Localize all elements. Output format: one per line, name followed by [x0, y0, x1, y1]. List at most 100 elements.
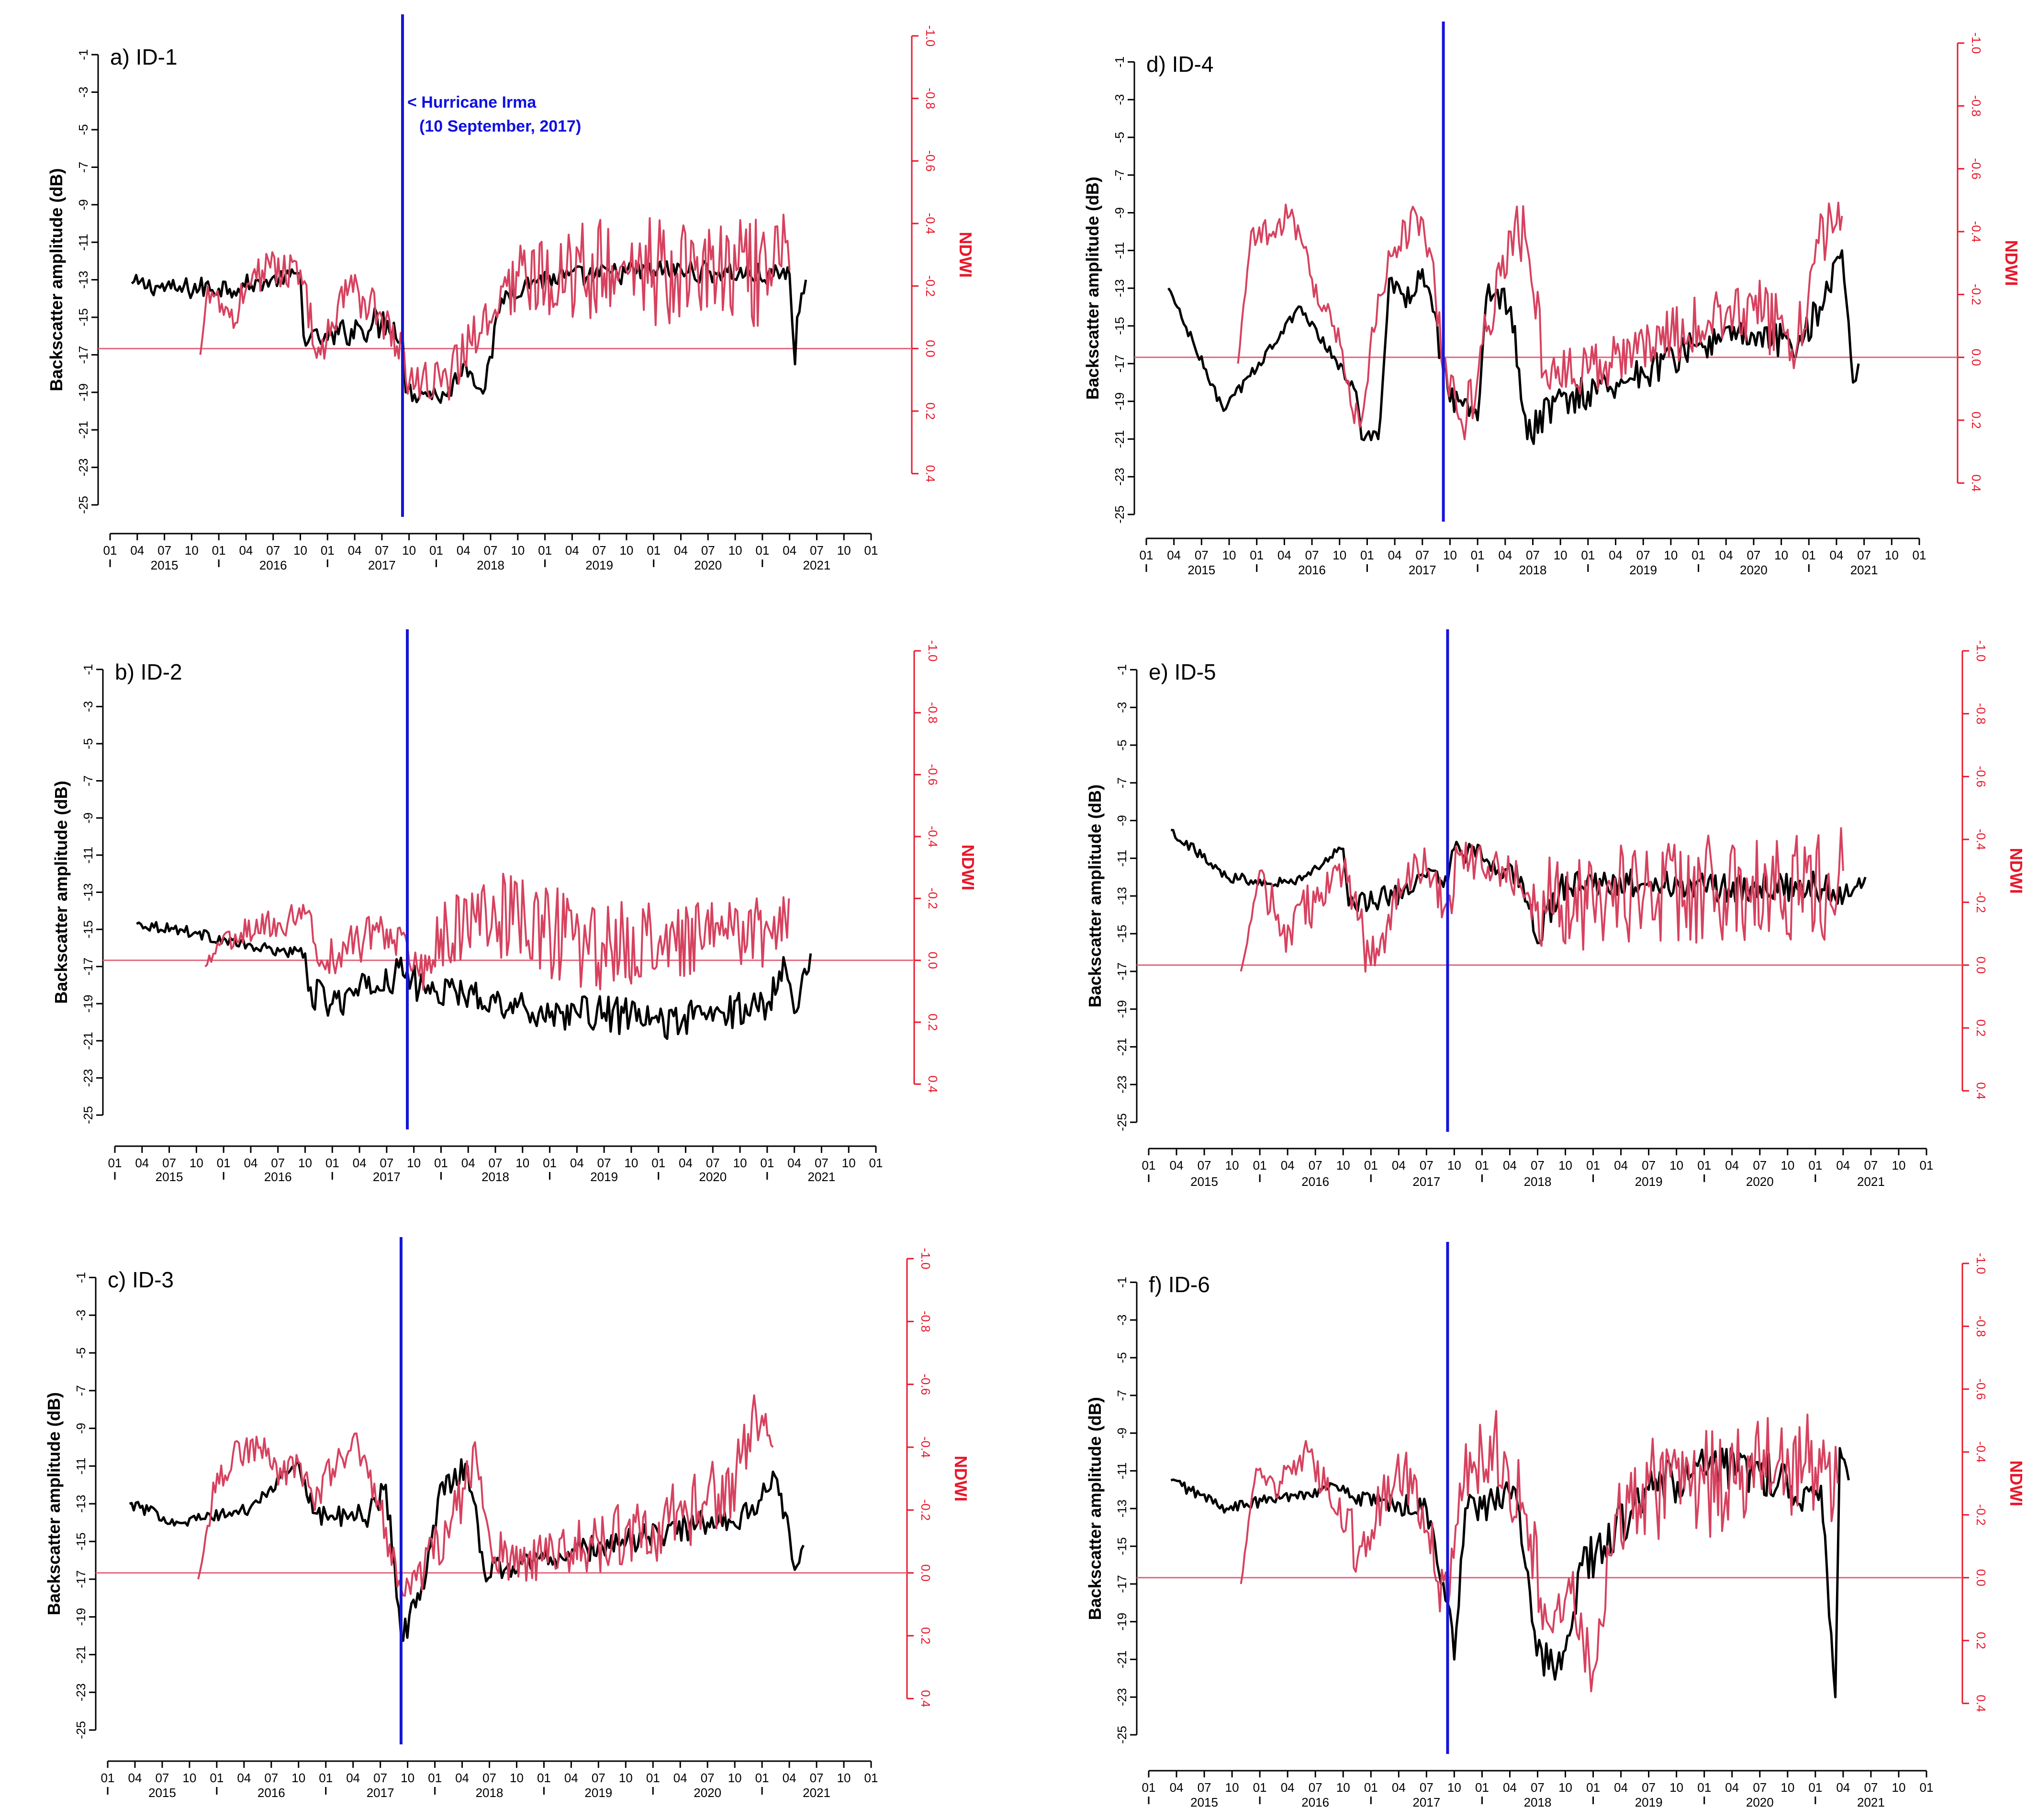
x-axis-tick-label: 07	[484, 543, 498, 558]
x-axis-year-label: 2019	[584, 1786, 612, 1800]
x-axis-tick-label: 01	[1808, 1780, 1822, 1795]
right-axis-tick-label: -0.6	[1974, 1378, 1988, 1400]
left-axis-tick-label: -15	[1112, 317, 1127, 335]
left-axis-tick-label: -7	[76, 162, 90, 173]
left-axis-label: Backscatter amplitude (dB)	[44, 1392, 64, 1615]
left-axis-tick-label: -21	[81, 1032, 95, 1050]
x-axis-tick-label: 01	[760, 1156, 774, 1170]
left-axis-tick-label: -3	[76, 87, 90, 98]
left-axis-tick-label: -5	[81, 738, 95, 749]
x-axis-tick-label: 01	[1920, 1158, 1934, 1172]
x-axis-tick-label: 10	[1336, 1780, 1350, 1795]
x-axis-tick-label: 01	[869, 1156, 883, 1170]
x-axis-tick-label: 04	[130, 543, 144, 558]
x-axis-tick-label: 07	[1864, 1780, 1878, 1795]
x-axis-tick-label: 01	[1808, 1158, 1822, 1172]
x-axis-year-label: 2015	[156, 1170, 183, 1184]
x-axis-tick-label: 07	[1309, 1780, 1322, 1795]
backscatter-series-line	[1167, 249, 1860, 445]
x-axis-tick-label: 10	[407, 1156, 421, 1170]
x-axis-tick-label: 01	[429, 543, 443, 558]
x-axis-tick-label: 10	[1554, 548, 1568, 562]
x-axis-tick-label: 07	[1415, 548, 1429, 562]
left-axis-tick-label: -13	[76, 271, 90, 289]
left-axis-tick-label: -3	[74, 1310, 88, 1321]
backscatter-series-line	[136, 921, 812, 1040]
right-axis-tick-label: -1.0	[926, 640, 940, 662]
ndwi-series-line	[204, 872, 790, 991]
x-axis-tick-label: 01	[325, 1156, 339, 1170]
left-axis-tick-label: -3	[81, 701, 95, 712]
x-axis-tick-label: 01	[537, 1771, 551, 1785]
x-axis-tick-label: 01	[1253, 1158, 1267, 1172]
left-axis-tick-label: -25	[81, 1106, 95, 1124]
x-axis-tick-label: 10	[182, 1771, 196, 1785]
x-axis-tick-label: 07	[264, 1771, 278, 1785]
x-axis-tick-label: 04	[457, 543, 470, 558]
left-axis-tick-label: -15	[76, 308, 90, 326]
x-axis-tick-label: 01	[538, 543, 552, 558]
x-axis-tick-label: 04	[1392, 1780, 1406, 1795]
x-axis-tick-label: 04	[1388, 548, 1402, 562]
x-axis-tick-label: 04	[1725, 1780, 1739, 1795]
panel-a: -25 -23 -21 -19 -17 -15 -13 -11 -9 -7 -5 -3 -1 Backsc…	[46, 14, 975, 572]
x-axis-year-label: 2020	[694, 558, 722, 572]
panel-title: f) ID-6	[1149, 1272, 1210, 1297]
x-axis-tick-label: 07	[1195, 548, 1209, 562]
left-axis-tick-label: -15	[81, 920, 95, 938]
x-axis-year-label: 2019	[1635, 1174, 1663, 1189]
x-axis-year-label: 2019	[585, 558, 613, 572]
left-axis-tick-label: -3	[1112, 94, 1127, 105]
left-axis-tick-label: -3	[1115, 1315, 1129, 1326]
x-axis-year-label: 2018	[476, 1786, 504, 1800]
x-axis-tick-label: 07	[375, 543, 389, 558]
x-axis-tick-label: 07	[157, 543, 171, 558]
right-axis-tick-label: 0.2	[1974, 1632, 1988, 1649]
x-axis-tick-label: 07	[1198, 1158, 1211, 1172]
x-axis-tick-label: 07	[1420, 1780, 1433, 1795]
right-axis-tick-label: 0.2	[918, 1627, 933, 1644]
x-axis-tick-label: 10	[1669, 1158, 1683, 1172]
x-axis-tick-label: 04	[1281, 1780, 1295, 1795]
right-axis-tick-label: -0.6	[1969, 158, 1983, 179]
x-axis-tick-label: 07	[1636, 548, 1650, 562]
x-axis-tick-label: 04	[1277, 548, 1291, 562]
x-axis-tick-label: 04	[128, 1771, 142, 1785]
x-axis-tick-label: 07	[266, 543, 280, 558]
x-axis-tick-label: 07	[810, 543, 824, 558]
x-axis-tick-label: 01	[101, 1771, 115, 1785]
right-axis-tick-label: -0.2	[1974, 1504, 1988, 1526]
x-axis-tick-label: 01	[103, 543, 117, 558]
x-axis-tick-label: 10	[1780, 1780, 1794, 1795]
x-axis-year-label: 2015	[1187, 563, 1215, 577]
x-axis-tick-label: 04	[346, 1771, 360, 1785]
x-axis-tick-label: 07	[1747, 548, 1760, 562]
right-axis-tick-label: -1.0	[1974, 640, 1988, 662]
left-axis-label: Backscatter amplitude (dB)	[46, 168, 66, 391]
right-axis-tick-label: 0.0	[1969, 349, 1983, 366]
x-axis-tick-label: 04	[1281, 1158, 1295, 1172]
left-axis-label: Backscatter amplitude (dB)	[1085, 1397, 1105, 1620]
left-axis-tick-label: -25	[1115, 1726, 1129, 1744]
right-axis-tick-label: -1.0	[918, 1248, 933, 1270]
x-axis-tick-label: 10	[291, 1771, 305, 1785]
x-axis-tick-label: 04	[570, 1156, 584, 1170]
left-axis-tick-label: -23	[1115, 1688, 1129, 1706]
left-axis-tick-label: -21	[74, 1646, 88, 1664]
x-axis-tick-label: 07	[1753, 1158, 1767, 1172]
x-axis-tick-label: 10	[728, 543, 742, 558]
right-axis-tick-label: -0.8	[926, 702, 940, 724]
x-axis-tick-label: 04	[783, 543, 796, 558]
x-axis-tick-label: 10	[1447, 1780, 1461, 1795]
x-axis-tick-label: 01	[321, 543, 335, 558]
left-axis-tick-label: -7	[81, 775, 95, 786]
x-axis-tick-label: 01	[212, 543, 226, 558]
x-axis-tick-label: 07	[701, 1771, 715, 1785]
x-axis-tick-label: 04	[1503, 1780, 1517, 1795]
left-axis-tick-label: -7	[1115, 777, 1129, 788]
right-axis-tick-label: 0.2	[923, 402, 938, 420]
x-axis-year-label: 2021	[1850, 563, 1878, 577]
x-axis-year-label: 2015	[1190, 1174, 1218, 1189]
right-axis-label: NDWI	[2006, 1461, 2026, 1507]
x-axis-tick-label: 04	[1725, 1158, 1739, 1172]
